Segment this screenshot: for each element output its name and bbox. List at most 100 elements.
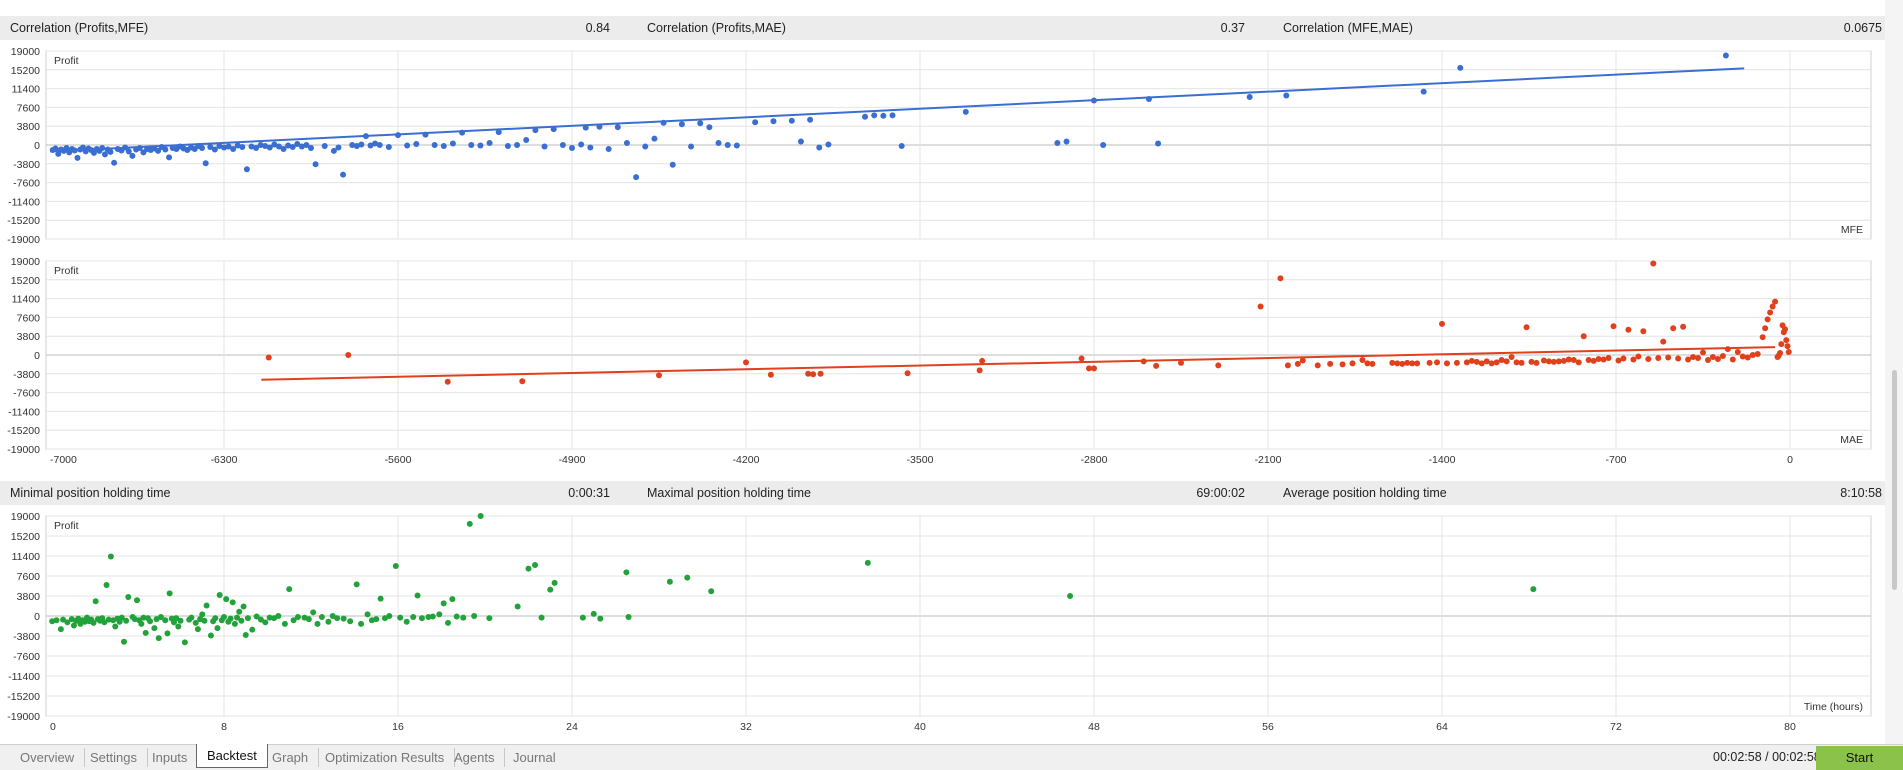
data-point — [207, 632, 214, 639]
data-point — [871, 112, 878, 119]
data-point — [422, 131, 429, 138]
data-point — [1478, 360, 1485, 367]
data-point — [614, 124, 621, 131]
data-point — [1784, 343, 1791, 350]
data-point — [1443, 360, 1450, 367]
y-tick-label: -7600 — [13, 651, 40, 663]
data-point — [225, 143, 232, 150]
vertical-scrollbar[interactable] — [1885, 0, 1903, 745]
data-point — [308, 144, 314, 151]
data-point — [805, 370, 812, 377]
data-point — [504, 142, 511, 149]
x-tick-label: -700 — [1605, 454, 1626, 466]
y-tick-label: -19000 — [7, 234, 40, 243]
data-point — [207, 143, 214, 150]
data-point — [286, 586, 293, 593]
data-point — [1339, 361, 1346, 368]
start-button[interactable]: Start — [1816, 746, 1903, 770]
tab-inputs[interactable]: Inputs — [142, 748, 199, 767]
data-point — [1457, 64, 1464, 71]
data-point — [1690, 353, 1697, 360]
data-point — [1473, 358, 1480, 365]
data-point — [669, 161, 676, 168]
data-point — [253, 144, 260, 151]
data-point — [1533, 359, 1540, 366]
data-point — [262, 619, 269, 626]
data-point — [223, 596, 230, 603]
data-point — [541, 143, 548, 150]
data-point — [889, 112, 896, 119]
data-point — [1257, 303, 1264, 310]
tab-optimization-results[interactable]: Optimization Results — [315, 748, 456, 767]
scrollbar-thumb[interactable] — [1892, 370, 1897, 590]
data-point — [656, 372, 662, 379]
data-point — [202, 160, 209, 167]
data-point — [688, 143, 695, 150]
y-tick-label: 11400 — [12, 84, 41, 96]
data-point — [1600, 356, 1607, 363]
y-tick-label: 19000 — [11, 256, 40, 268]
data-point — [403, 618, 410, 625]
data-point — [74, 154, 81, 161]
data-point — [1777, 350, 1784, 357]
data-point — [1364, 360, 1371, 367]
y-tick-label: -3800 — [13, 631, 40, 643]
y-tick-label: -11400 — [8, 406, 40, 418]
data-point — [242, 631, 249, 638]
data-point — [1670, 325, 1677, 332]
y-tick-label: 15200 — [11, 531, 40, 543]
min-holding-time-value: 0:00:31 — [568, 486, 610, 500]
min-holding-time-label: Minimal position holding time — [10, 486, 171, 500]
data-point — [495, 129, 502, 136]
y-tick-label: 19000 — [11, 46, 40, 58]
data-point — [596, 123, 603, 130]
y-tick-label: 7600 — [17, 102, 41, 114]
corr-profits-mfe-value: 0.84 — [585, 21, 610, 35]
data-point — [166, 154, 173, 161]
data-point — [395, 132, 401, 139]
y-tick-label: 3800 — [17, 331, 41, 343]
data-point — [1483, 358, 1490, 365]
data-point — [1685, 356, 1692, 363]
tab-journal[interactable]: Journal — [513, 750, 556, 765]
x-tick-label: 72 — [1610, 721, 1622, 733]
data-point — [118, 614, 125, 621]
data-point — [1764, 316, 1771, 323]
data-point — [767, 371, 774, 378]
x-tick-label: 0 — [1787, 454, 1793, 466]
data-point — [413, 141, 420, 148]
data-point — [733, 142, 740, 149]
data-point — [444, 378, 451, 385]
data-point — [633, 174, 640, 181]
data-point — [1540, 357, 1547, 364]
tab-overview[interactable]: Overview — [10, 748, 86, 767]
data-point — [1782, 326, 1789, 333]
data-point — [376, 142, 383, 148]
data-point — [532, 561, 539, 568]
data-point — [63, 144, 70, 151]
data-point — [1508, 353, 1515, 360]
data-point — [1153, 362, 1160, 369]
data-point — [140, 614, 147, 621]
data-point — [1783, 337, 1790, 344]
data-point — [257, 142, 264, 148]
data-point — [239, 143, 246, 150]
data-point — [752, 119, 759, 126]
data-point — [816, 144, 823, 151]
data-point — [112, 623, 119, 630]
tab-settings[interactable]: Settings — [80, 748, 148, 767]
tab-agents[interactable]: Agents — [444, 748, 506, 767]
data-point — [221, 144, 227, 151]
tab-backtest[interactable]: Backtest — [196, 744, 268, 768]
data-point — [582, 124, 589, 131]
data-point — [243, 166, 250, 173]
data-point — [188, 614, 195, 621]
tab-graph[interactable]: Graph — [262, 748, 320, 767]
data-point — [1100, 142, 1107, 148]
x-tick-label: -2100 — [1255, 454, 1282, 466]
x-tick-label: -2800 — [1081, 454, 1108, 466]
data-point — [120, 638, 127, 645]
data-point — [266, 614, 273, 621]
data-point — [147, 618, 154, 625]
data-point — [1453, 359, 1460, 366]
